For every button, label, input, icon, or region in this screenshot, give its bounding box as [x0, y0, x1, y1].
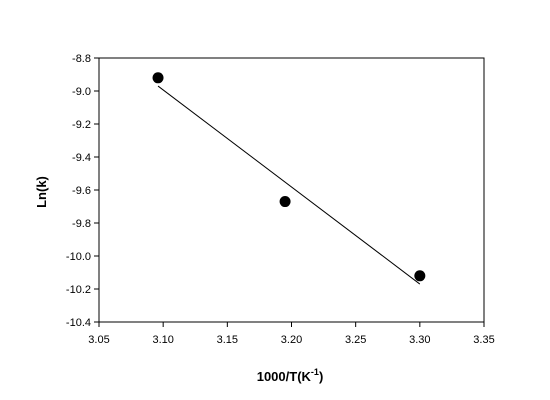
y-axis-title: Ln(k) [34, 176, 49, 208]
x-axis-title-sup: -1 [311, 367, 319, 377]
x-axis-title-suffix: ) [319, 369, 323, 384]
y-tick-label: -9.0 [72, 86, 91, 98]
fit-line-group [157, 85, 421, 285]
y-tick-label: -10.0 [66, 251, 91, 263]
x-tick-label: 3.05 [88, 334, 109, 346]
x-axis-title-main: 1000/T(K [257, 369, 312, 384]
x-tick-label: 3.35 [473, 334, 494, 346]
y-tick-label: -9.8 [72, 218, 91, 230]
x-tick-label: 3.20 [281, 334, 302, 346]
y-tick-label: -9.2 [72, 119, 91, 131]
data-points [152, 72, 426, 282]
plot-frame-group [98, 57, 485, 323]
y-tick-label: -10.2 [66, 284, 91, 296]
x-axis-title: 1000/T(K-1) [257, 367, 324, 384]
y-tick-label: -10.4 [66, 317, 91, 329]
plot-frame [98, 57, 485, 323]
fit-line [157, 85, 421, 285]
x-tick-label: 3.10 [152, 334, 173, 346]
data-point [152, 72, 164, 84]
y-tick-label: -9.4 [72, 152, 91, 164]
data-point [414, 270, 426, 282]
data-point [279, 196, 291, 208]
x-tick-label: 3.15 [217, 334, 238, 346]
y-tick-label: -8.8 [72, 53, 91, 65]
x-tick-label: 3.30 [409, 334, 430, 346]
x-axis: 3.05 3.10 3.15 3.20 3.25 3.30 3.35 [88, 322, 495, 346]
y-axis: -8.8 -9.0 -9.2 -9.4 -9.6 -9.8 -10.0 -10.2 -10.4 [66, 53, 99, 329]
y-tick-label: -9.6 [72, 185, 91, 197]
x-tick-label: 3.25 [345, 334, 366, 346]
